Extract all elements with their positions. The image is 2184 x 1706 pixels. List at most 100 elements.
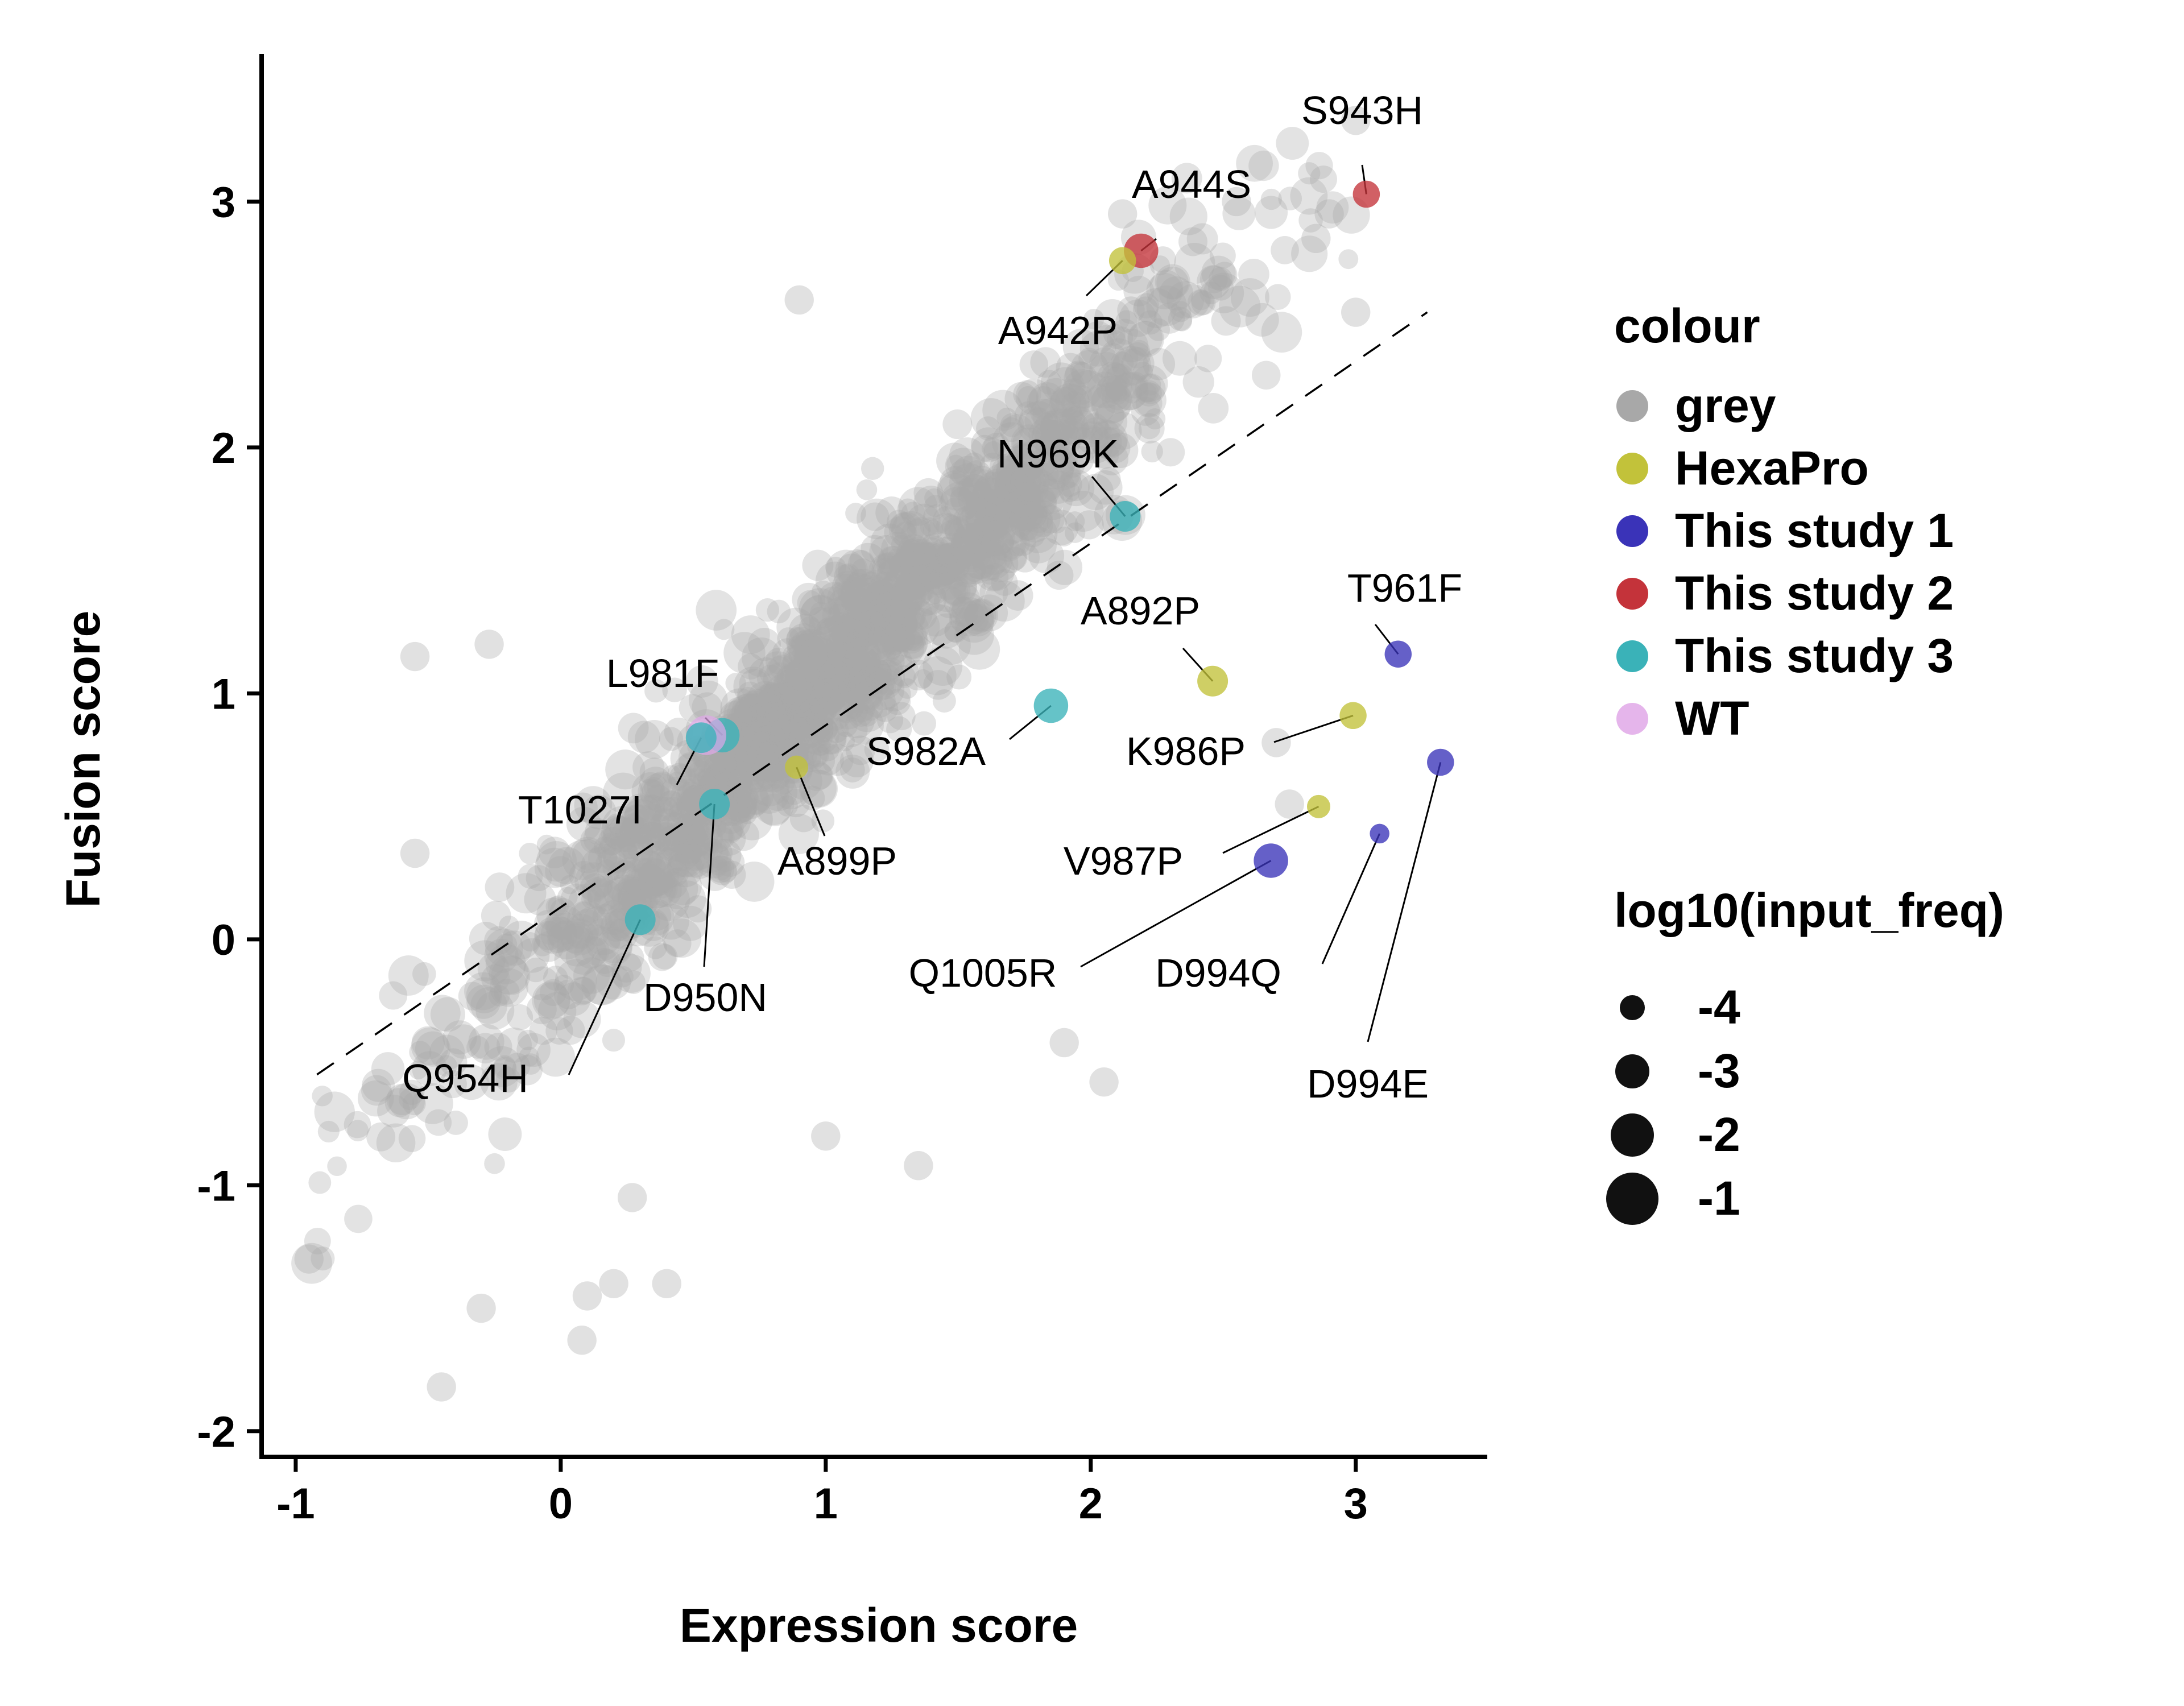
background-point xyxy=(842,615,875,649)
background-point xyxy=(833,590,872,631)
background-point xyxy=(719,747,758,785)
background-point xyxy=(439,1048,468,1076)
background-point xyxy=(937,473,975,511)
background-point xyxy=(913,543,938,568)
background-point xyxy=(839,743,874,777)
background-point xyxy=(808,607,830,629)
background-point xyxy=(938,568,977,607)
background-point xyxy=(864,668,888,691)
background-point xyxy=(1105,386,1130,411)
background-point xyxy=(963,559,986,582)
background-point xyxy=(767,599,791,624)
background-point xyxy=(1110,372,1148,411)
background-point xyxy=(861,601,891,631)
background-point xyxy=(512,1055,543,1086)
background-point xyxy=(892,665,916,689)
background-point xyxy=(743,788,771,815)
background-point xyxy=(747,731,773,757)
background-point xyxy=(843,699,863,719)
legend-swatch xyxy=(1616,703,1648,735)
background-point xyxy=(657,813,696,852)
background-point xyxy=(668,843,702,877)
background-point xyxy=(787,634,822,669)
background-point xyxy=(581,794,617,830)
background-point xyxy=(402,1092,426,1116)
background-point xyxy=(847,664,871,688)
background-point xyxy=(1092,421,1112,441)
background-point xyxy=(593,836,617,859)
background-point xyxy=(801,633,821,653)
background-point xyxy=(868,553,906,591)
background-point xyxy=(515,938,550,973)
background-point xyxy=(902,553,934,586)
background-point xyxy=(1035,450,1074,490)
background-point xyxy=(957,474,991,508)
background-point xyxy=(880,657,903,680)
background-point xyxy=(1035,462,1059,487)
background-point xyxy=(1010,462,1050,502)
background-point xyxy=(525,966,560,1001)
background-point xyxy=(789,633,828,672)
background-point xyxy=(690,835,729,873)
background-point xyxy=(981,488,1012,519)
background-point xyxy=(1089,347,1120,378)
background-point xyxy=(785,655,820,690)
size-legend-swatch xyxy=(1615,1054,1649,1088)
background-point xyxy=(780,662,808,690)
x-tick-label: 2 xyxy=(1079,1480,1103,1528)
legend-swatch xyxy=(1616,515,1648,547)
background-point xyxy=(963,522,996,554)
background-point xyxy=(942,409,973,440)
background-point xyxy=(817,725,847,755)
background-point xyxy=(1121,347,1155,380)
background-point xyxy=(828,604,849,626)
background-point xyxy=(756,702,791,736)
background-point xyxy=(767,682,796,711)
background-point xyxy=(825,661,851,687)
background-point xyxy=(869,535,903,569)
background-point xyxy=(723,789,758,823)
background-point xyxy=(538,921,562,945)
leader-line xyxy=(703,804,715,967)
background-point xyxy=(708,838,742,872)
background-point xyxy=(677,839,702,864)
background-point xyxy=(805,680,845,720)
background-point xyxy=(951,592,986,627)
background-point xyxy=(877,677,897,697)
background-point xyxy=(601,815,635,849)
background-point xyxy=(808,627,839,659)
background-point xyxy=(949,607,973,632)
background-point xyxy=(882,640,901,660)
background-point xyxy=(886,648,912,674)
background-point xyxy=(533,931,564,962)
y-axis-title: Fusion score xyxy=(56,611,110,908)
background-point xyxy=(788,701,815,728)
background-point xyxy=(1128,321,1164,358)
background-point xyxy=(1314,199,1344,229)
background-point xyxy=(537,992,577,1030)
background-point xyxy=(684,895,712,923)
background-point xyxy=(963,460,991,488)
background-point xyxy=(1045,420,1067,442)
background-point xyxy=(808,678,846,716)
background-point xyxy=(602,918,632,949)
background-point xyxy=(759,727,792,761)
background-point xyxy=(1062,421,1087,446)
background-point xyxy=(1291,235,1328,272)
background-point xyxy=(853,681,883,711)
background-point xyxy=(747,681,784,718)
background-point xyxy=(991,459,1025,493)
background-point xyxy=(937,520,966,549)
background-point xyxy=(992,512,1025,546)
background-point xyxy=(794,645,816,668)
background-point xyxy=(835,714,858,738)
background-point xyxy=(667,807,700,840)
background-point xyxy=(641,841,673,873)
background-point xyxy=(644,679,668,703)
background-point xyxy=(928,613,964,649)
background-point xyxy=(1093,404,1128,439)
background-point xyxy=(750,684,787,722)
background-point xyxy=(932,545,967,580)
background-point xyxy=(631,857,672,899)
